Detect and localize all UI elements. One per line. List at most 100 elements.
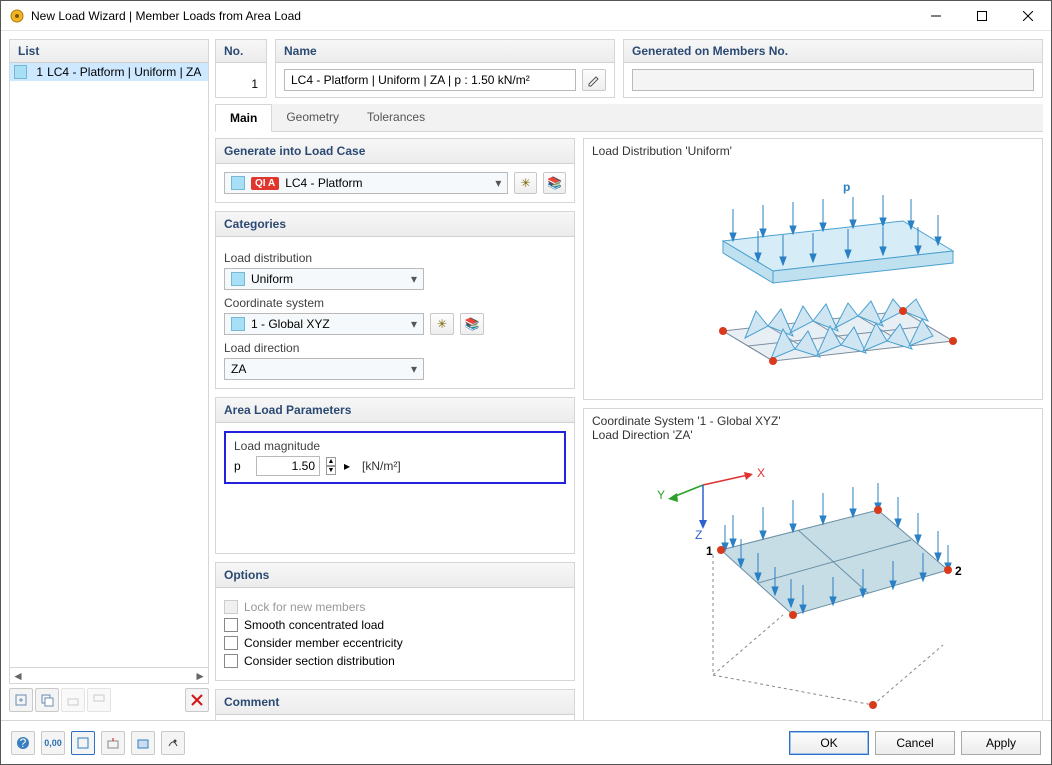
svg-text:?: ? bbox=[20, 736, 27, 750]
magnitude-unit: [kN/m²] bbox=[362, 459, 401, 473]
magnitude-spinner[interactable]: ▲▼ bbox=[326, 457, 336, 475]
tab-tolerances[interactable]: Tolerances bbox=[353, 104, 439, 131]
section-label: Consider section distribution bbox=[244, 654, 395, 668]
list-item-num: 1 bbox=[31, 65, 43, 79]
tab-bar: Main Geometry Tolerances bbox=[215, 104, 1043, 132]
ok-button[interactable]: OK bbox=[789, 731, 869, 755]
new-loadcase-button[interactable]: ✳ bbox=[514, 172, 537, 194]
preview-cs: Coordinate System '1 - Global XYZ'Load D… bbox=[583, 408, 1043, 720]
list-panel: List 1 LC4 - Platform | Uniform | ZA | p… bbox=[9, 39, 209, 712]
section-check-row[interactable]: Consider section distribution bbox=[224, 654, 566, 668]
categories-header: Categories bbox=[216, 212, 574, 237]
section-checkbox[interactable] bbox=[224, 654, 238, 668]
coord-swatch bbox=[231, 317, 245, 331]
number-label: No. bbox=[216, 40, 266, 63]
dist-swatch bbox=[231, 272, 245, 286]
tool-footer-2[interactable] bbox=[101, 731, 125, 755]
list-item[interactable]: 1 LC4 - Platform | Uniform | ZA | p : bbox=[10, 63, 208, 81]
magnitude-input[interactable] bbox=[256, 456, 320, 476]
smooth-checkbox[interactable] bbox=[224, 618, 238, 632]
options-group: Options Lock for new members Smooth conc… bbox=[215, 562, 575, 681]
magnitude-highlight: Load magnitude p ▲▼ ▸ [kN/m²] bbox=[224, 431, 566, 484]
cs-diagram: X Y Z bbox=[643, 455, 983, 715]
loadcase-badge: QI A bbox=[251, 177, 279, 190]
smooth-check-row[interactable]: Smooth concentrated load bbox=[224, 618, 566, 632]
loadcase-swatch bbox=[231, 176, 245, 190]
dialog-footer: ? 0,00 OK Cancel Apply bbox=[1, 720, 1051, 764]
generate-header: Generate into Load Case bbox=[216, 139, 574, 164]
dist-value: Uniform bbox=[251, 272, 293, 286]
area-load-header: Area Load Parameters bbox=[216, 398, 574, 423]
tool-button-2[interactable] bbox=[87, 688, 111, 712]
dir-label: Load direction bbox=[224, 341, 566, 355]
magnitude-arrow-icon[interactable]: ▸ bbox=[344, 459, 350, 473]
magnitude-symbol: p bbox=[234, 459, 250, 473]
svg-text:X: X bbox=[757, 466, 765, 480]
close-button[interactable] bbox=[1005, 1, 1051, 31]
svg-text:2: 2 bbox=[955, 564, 962, 578]
name-field[interactable]: LC4 - Platform | Uniform | ZA | p : 1.50… bbox=[284, 69, 576, 91]
preview-uniform-caption: Load Distribution 'Uniform' bbox=[584, 139, 1042, 163]
comment-group: Comment ▾ ❐ bbox=[215, 689, 575, 720]
scroll-right-icon[interactable]: ► bbox=[194, 669, 206, 683]
titlebar: New Load Wizard | Member Loads from Area… bbox=[1, 1, 1051, 31]
lock-check-row[interactable]: Lock for new members bbox=[224, 600, 566, 614]
minimize-button[interactable] bbox=[913, 1, 959, 31]
scroll-left-icon[interactable]: ◄ bbox=[12, 669, 24, 683]
ecc-label: Consider member eccentricity bbox=[244, 636, 403, 650]
dir-select[interactable]: ZA ▾ bbox=[224, 358, 424, 380]
comment-header: Comment bbox=[216, 690, 574, 715]
name-label: Name bbox=[276, 40, 614, 63]
options-header: Options bbox=[216, 563, 574, 588]
lock-label: Lock for new members bbox=[244, 600, 365, 614]
generated-field bbox=[632, 69, 1034, 91]
loadcase-value: LC4 - Platform bbox=[285, 176, 362, 190]
copy-item-button[interactable] bbox=[35, 688, 59, 712]
svg-text:1: 1 bbox=[706, 544, 713, 558]
svg-text:Z: Z bbox=[695, 528, 702, 542]
name-value: LC4 - Platform | Uniform | ZA | p : 1.50… bbox=[291, 73, 530, 87]
tool-footer-3[interactable] bbox=[131, 731, 155, 755]
cs-lib-button[interactable]: 📚 bbox=[460, 313, 484, 335]
lock-checkbox bbox=[224, 600, 238, 614]
maximize-button[interactable] bbox=[959, 1, 1005, 31]
tool-button-1[interactable] bbox=[61, 688, 85, 712]
units-button[interactable]: 0,00 bbox=[41, 731, 65, 755]
main-panel: No. 1 Name LC4 - Platform | Uniform | ZA… bbox=[215, 39, 1043, 712]
list-body[interactable]: 1 LC4 - Platform | Uniform | ZA | p : bbox=[9, 63, 209, 668]
apply-button[interactable]: Apply bbox=[961, 731, 1041, 755]
categories-group: Categories Load distribution Uniform ▾ C… bbox=[215, 211, 575, 389]
list-toolbar bbox=[9, 688, 209, 712]
loadcase-select[interactable]: QI A LC4 - Platform ▾ bbox=[224, 172, 508, 194]
dist-select[interactable]: Uniform ▾ bbox=[224, 268, 424, 290]
uniform-diagram: p bbox=[653, 171, 973, 391]
svg-text:Y: Y bbox=[657, 488, 665, 502]
tab-main[interactable]: Main bbox=[215, 104, 272, 132]
ecc-check-row[interactable]: Consider member eccentricity bbox=[224, 636, 566, 650]
loadcase-lib-button[interactable]: 📚 bbox=[543, 172, 566, 194]
preview-cs-caption: Coordinate System '1 - Global XYZ'Load D… bbox=[584, 409, 1042, 447]
chevron-down-icon: ▾ bbox=[411, 317, 417, 331]
tool-footer-4[interactable] bbox=[161, 731, 185, 755]
number-box: No. 1 bbox=[215, 39, 267, 98]
chevron-down-icon: ▾ bbox=[411, 272, 417, 286]
new-cs-button[interactable]: ✳ bbox=[430, 313, 454, 335]
list-hscroll[interactable]: ◄ ► bbox=[9, 668, 209, 684]
chevron-down-icon: ▾ bbox=[411, 362, 417, 376]
dir-value: ZA bbox=[231, 362, 246, 376]
tab-geometry[interactable]: Geometry bbox=[272, 104, 353, 131]
list-header: List bbox=[9, 39, 209, 63]
generated-label: Generated on Members No. bbox=[624, 40, 1042, 63]
delete-item-button[interactable] bbox=[185, 688, 209, 712]
generated-box: Generated on Members No. bbox=[623, 39, 1043, 98]
edit-name-button[interactable] bbox=[582, 69, 606, 91]
cancel-button[interactable]: Cancel bbox=[875, 731, 955, 755]
tool-footer-1[interactable] bbox=[71, 731, 95, 755]
dialog-window: New Load Wizard | Member Loads from Area… bbox=[0, 0, 1052, 765]
ecc-checkbox[interactable] bbox=[224, 636, 238, 650]
app-icon bbox=[9, 8, 25, 24]
smooth-label: Smooth concentrated load bbox=[244, 618, 384, 632]
new-item-button[interactable] bbox=[9, 688, 33, 712]
help-button[interactable]: ? bbox=[11, 731, 35, 755]
coord-select[interactable]: 1 - Global XYZ ▾ bbox=[224, 313, 424, 335]
